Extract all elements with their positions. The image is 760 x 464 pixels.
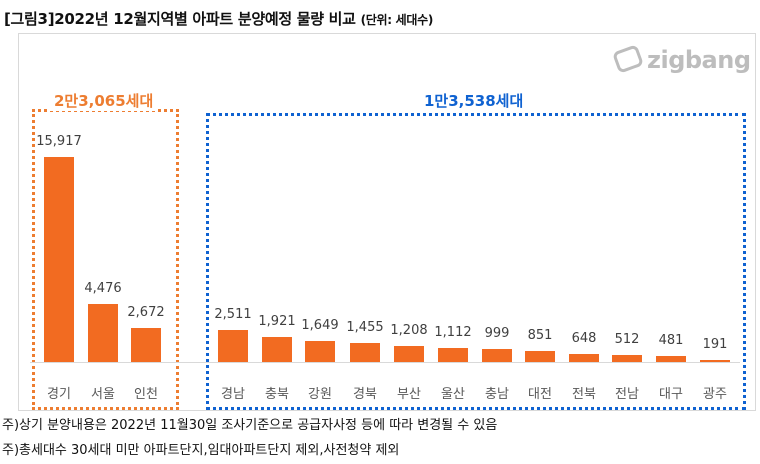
- data-label: 1,649: [301, 317, 339, 333]
- data-label: 999: [484, 326, 510, 342]
- metro-group-total: 2만3,065세대: [50, 90, 158, 111]
- zigbang-logo: zigbang: [612, 44, 751, 74]
- bar-광주: [700, 359, 730, 362]
- bar-대구: [656, 355, 686, 362]
- bar-대전: [525, 351, 555, 362]
- data-label: 851: [527, 328, 553, 344]
- zigbang-logo-icon: [612, 44, 644, 74]
- regional-group-box: [206, 113, 746, 410]
- category-label: 대전: [528, 387, 552, 402]
- category-label: 전북: [572, 387, 596, 402]
- data-label: 15,917: [36, 134, 82, 149]
- category-label: 경북: [353, 387, 377, 402]
- bar-강원: [305, 340, 335, 362]
- category-label: 서울: [91, 387, 115, 402]
- bar-경기: [44, 157, 74, 362]
- bar-인천: [131, 327, 161, 362]
- category-label: 부산: [397, 387, 421, 402]
- bar-서울: [88, 304, 118, 362]
- category-label: 광주: [703, 387, 727, 402]
- category-label: 강원: [308, 387, 332, 402]
- bar-충남: [482, 349, 512, 362]
- data-label: 1,455: [346, 320, 384, 336]
- chart-title: [그림3]2022년 12월지역별 아파트 분양예정 물량 비교 (단위: 세대…: [4, 8, 433, 29]
- note-1: 주)상기 분양내용은 2022년 11월30일 조사기준으로 공급자사정 등에 …: [2, 418, 498, 433]
- unit-label: (단위: 세대수): [360, 13, 434, 27]
- data-label: 1,921: [258, 314, 296, 330]
- note-2: 주)총세대수 30세대 미만 아파트단지,임대아파트단지 제외,사전청약 제외: [2, 443, 400, 458]
- category-label: 전남: [615, 387, 639, 402]
- data-label: 191: [702, 336, 728, 352]
- x-axis-line: [30, 362, 740, 363]
- data-label: 1,208: [390, 323, 428, 339]
- regional-group-total: 1만3,538세대: [420, 90, 528, 111]
- category-label: 인천: [134, 387, 158, 402]
- data-label: 512: [614, 332, 640, 348]
- logo-text: zigbang: [647, 46, 751, 74]
- bar-충북: [262, 337, 292, 362]
- bar-전북: [569, 353, 599, 362]
- data-label: 2,672: [127, 304, 165, 320]
- category-label: 대구: [659, 387, 683, 402]
- category-label: 경남: [221, 387, 245, 402]
- data-label: 4,476: [84, 281, 122, 297]
- category-label: 경기: [47, 387, 71, 402]
- bar-전남: [612, 355, 642, 362]
- data-label: 648: [571, 330, 597, 346]
- bar-경북: [350, 343, 380, 362]
- category-label: 울산: [441, 387, 465, 402]
- bar-울산: [438, 347, 468, 362]
- title-text: [그림3]2022년 12월지역별 아파트 분양예정 물량 비교: [4, 10, 356, 28]
- data-label: 481: [658, 332, 684, 348]
- chart-frame: [18, 33, 756, 411]
- bar-경남: [218, 329, 248, 362]
- bar-부산: [394, 346, 424, 362]
- category-label: 충남: [485, 387, 509, 402]
- category-label: 충북: [265, 387, 289, 402]
- data-label: 1,112: [434, 324, 472, 340]
- data-label: 2,511: [214, 306, 252, 322]
